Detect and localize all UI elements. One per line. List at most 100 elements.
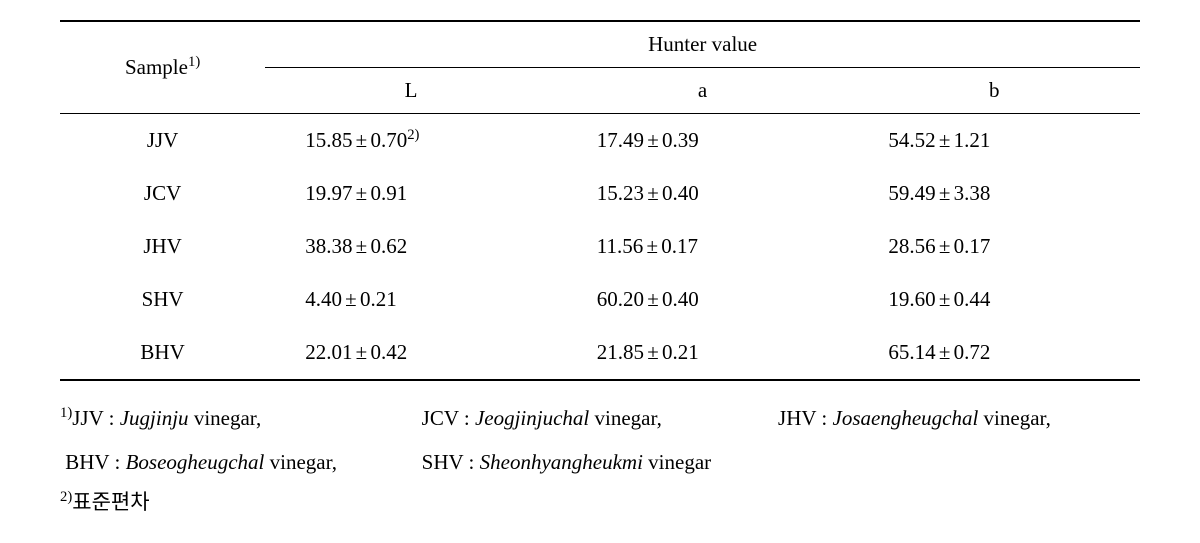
- cell-a-mean: 21.85: [597, 340, 644, 365]
- plus-minus: ±: [936, 181, 954, 206]
- footnote-name: Boseogheugchal: [126, 450, 265, 474]
- cell-b-mean: 19.60: [888, 287, 935, 312]
- cell-L: 15.85 ± 0.702): [265, 114, 557, 168]
- col-header-group: Hunter value: [265, 21, 1140, 68]
- cell-b-mean: 65.14: [888, 340, 935, 365]
- footnote-item: JCV : Jeogjinjuchal vinegar,: [416, 399, 772, 439]
- cell-a-err: 0.40: [662, 181, 699, 206]
- cell-L-mean: 4.40: [305, 287, 342, 312]
- cell-a: 11.56 ± 0.17: [557, 220, 849, 273]
- cell-b-err: 0.17: [954, 234, 991, 259]
- cell-b-mean: 28.56: [888, 234, 935, 259]
- plus-minus: ±: [643, 234, 661, 259]
- plus-minus: ±: [352, 128, 370, 153]
- cell-b-err: 1.21: [954, 128, 991, 153]
- cell-b: 54.52 ± 1.21: [848, 114, 1140, 168]
- plus-minus: ±: [644, 287, 662, 312]
- plus-minus: ±: [936, 340, 954, 365]
- plus-minus: ±: [352, 234, 370, 259]
- footnote-item: 1)JJV : Jugjinju vinegar,: [60, 399, 416, 439]
- table-row: BHV22.01 ± 0.4221.85 ± 0.2165.14 ± 0.72: [60, 326, 1140, 380]
- cell-b: 28.56 ± 0.17: [848, 220, 1140, 273]
- cell-sample: BHV: [60, 326, 265, 380]
- cell-a-mean: 17.49: [597, 128, 644, 153]
- col-header-a: a: [557, 68, 849, 114]
- footnote-2-sup: 2): [60, 489, 72, 505]
- col-header-sample: Sample1): [60, 21, 265, 114]
- footnote-name: Sheonhyangheukmi: [480, 450, 643, 474]
- cell-L-err: 0.21: [360, 287, 397, 312]
- cell-L: 22.01 ± 0.42: [265, 326, 557, 380]
- footnote-1-row-1: 1)JJV : Jugjinju vinegar, JCV : Jeogjinj…: [60, 399, 1140, 439]
- col-header-sample-label: Sample: [125, 55, 188, 79]
- cell-b-err: 0.72: [954, 340, 991, 365]
- cell-b-mean: 59.49: [888, 181, 935, 206]
- plus-minus: ±: [936, 287, 954, 312]
- footnote-code: SHV: [422, 450, 464, 474]
- plus-minus: ±: [644, 181, 662, 206]
- footnote-code: JCV: [422, 406, 459, 430]
- footnote-word: vinegar,: [194, 406, 261, 430]
- cell-sample: JHV: [60, 220, 265, 273]
- cell-L: 4.40 ± 0.21: [265, 273, 557, 326]
- cell-L-err: 0.62: [370, 234, 407, 259]
- col-header-L: L: [265, 68, 557, 114]
- cell-L-sup: 2): [407, 127, 419, 143]
- footnote-1-sup: 1): [60, 405, 72, 421]
- plus-minus: ±: [644, 340, 662, 365]
- footnote-1-row-2: BHV : Boseogheugchal vinegar, SHV : Sheo…: [60, 443, 1140, 483]
- footnotes: 1)JJV : Jugjinju vinegar, JCV : Jeogjinj…: [60, 399, 1140, 523]
- plus-minus: ±: [644, 128, 662, 153]
- cell-L: 38.38 ± 0.62: [265, 220, 557, 273]
- footnote-code: JHV: [778, 406, 816, 430]
- cell-a-err: 0.40: [662, 287, 699, 312]
- footnote-word: vinegar,: [595, 406, 662, 430]
- cell-a: 60.20 ± 0.40: [557, 273, 849, 326]
- cell-sample: SHV: [60, 273, 265, 326]
- cell-a-err: 0.17: [661, 234, 698, 259]
- cell-a: 15.23 ± 0.40: [557, 167, 849, 220]
- cell-a-err: 0.39: [662, 128, 699, 153]
- cell-L-err: 0.91: [370, 181, 407, 206]
- plus-minus: ±: [352, 340, 370, 365]
- cell-b: 65.14 ± 0.72: [848, 326, 1140, 380]
- footnote-code: JJV: [72, 406, 103, 430]
- hunter-value-table: Sample1) Hunter value L a b JJV15.85 ± 0…: [60, 20, 1140, 381]
- cell-a-mean: 60.20: [597, 287, 644, 312]
- plus-minus: ±: [936, 234, 954, 259]
- footnote-item: SHV : Sheonhyangheukmi vinegar: [416, 443, 772, 483]
- footnote-name: Josaengheugchal: [833, 406, 979, 430]
- cell-L: 19.97 ± 0.91: [265, 167, 557, 220]
- footnote-word: vinegar,: [270, 450, 337, 474]
- footnote-word: vinegar,: [984, 406, 1051, 430]
- cell-b: 59.49 ± 3.38: [848, 167, 1140, 220]
- footnote-2-text: 표준편차: [72, 490, 149, 514]
- cell-sample: JCV: [60, 167, 265, 220]
- footnote-2: 2)표준편차: [60, 483, 1140, 523]
- plus-minus: ±: [342, 287, 360, 312]
- footnote-word: vinegar: [648, 450, 711, 474]
- cell-b-err: 0.44: [954, 287, 991, 312]
- plus-minus: ±: [352, 181, 370, 206]
- col-header-b: b: [848, 68, 1140, 114]
- col-header-sample-sup: 1): [188, 54, 200, 70]
- footnote-name: Jugjinju: [120, 406, 189, 430]
- cell-L-err: 0.70: [370, 128, 407, 153]
- table-row: JHV38.38 ± 0.6211.56 ± 0.1728.56 ± 0.17: [60, 220, 1140, 273]
- cell-L-mean: 22.01: [305, 340, 352, 365]
- cell-a-mean: 15.23: [597, 181, 644, 206]
- cell-b-err: 3.38: [954, 181, 991, 206]
- cell-L-err: 0.42: [370, 340, 407, 365]
- cell-L-mean: 19.97: [305, 181, 352, 206]
- table-row: JCV19.97 ± 0.9115.23 ± 0.4059.49 ± 3.38: [60, 167, 1140, 220]
- cell-b-mean: 54.52: [888, 128, 935, 153]
- cell-L-mean: 15.85: [305, 128, 352, 153]
- cell-sample: JJV: [60, 114, 265, 168]
- cell-L-mean: 38.38: [305, 234, 352, 259]
- footnote-item: BHV : Boseogheugchal vinegar,: [60, 443, 416, 483]
- cell-a-err: 0.21: [662, 340, 699, 365]
- cell-a: 21.85 ± 0.21: [557, 326, 849, 380]
- cell-a: 17.49 ± 0.39: [557, 114, 849, 168]
- cell-a-mean: 11.56: [597, 234, 643, 259]
- table-row: SHV4.40 ± 0.2160.20 ± 0.4019.60 ± 0.44: [60, 273, 1140, 326]
